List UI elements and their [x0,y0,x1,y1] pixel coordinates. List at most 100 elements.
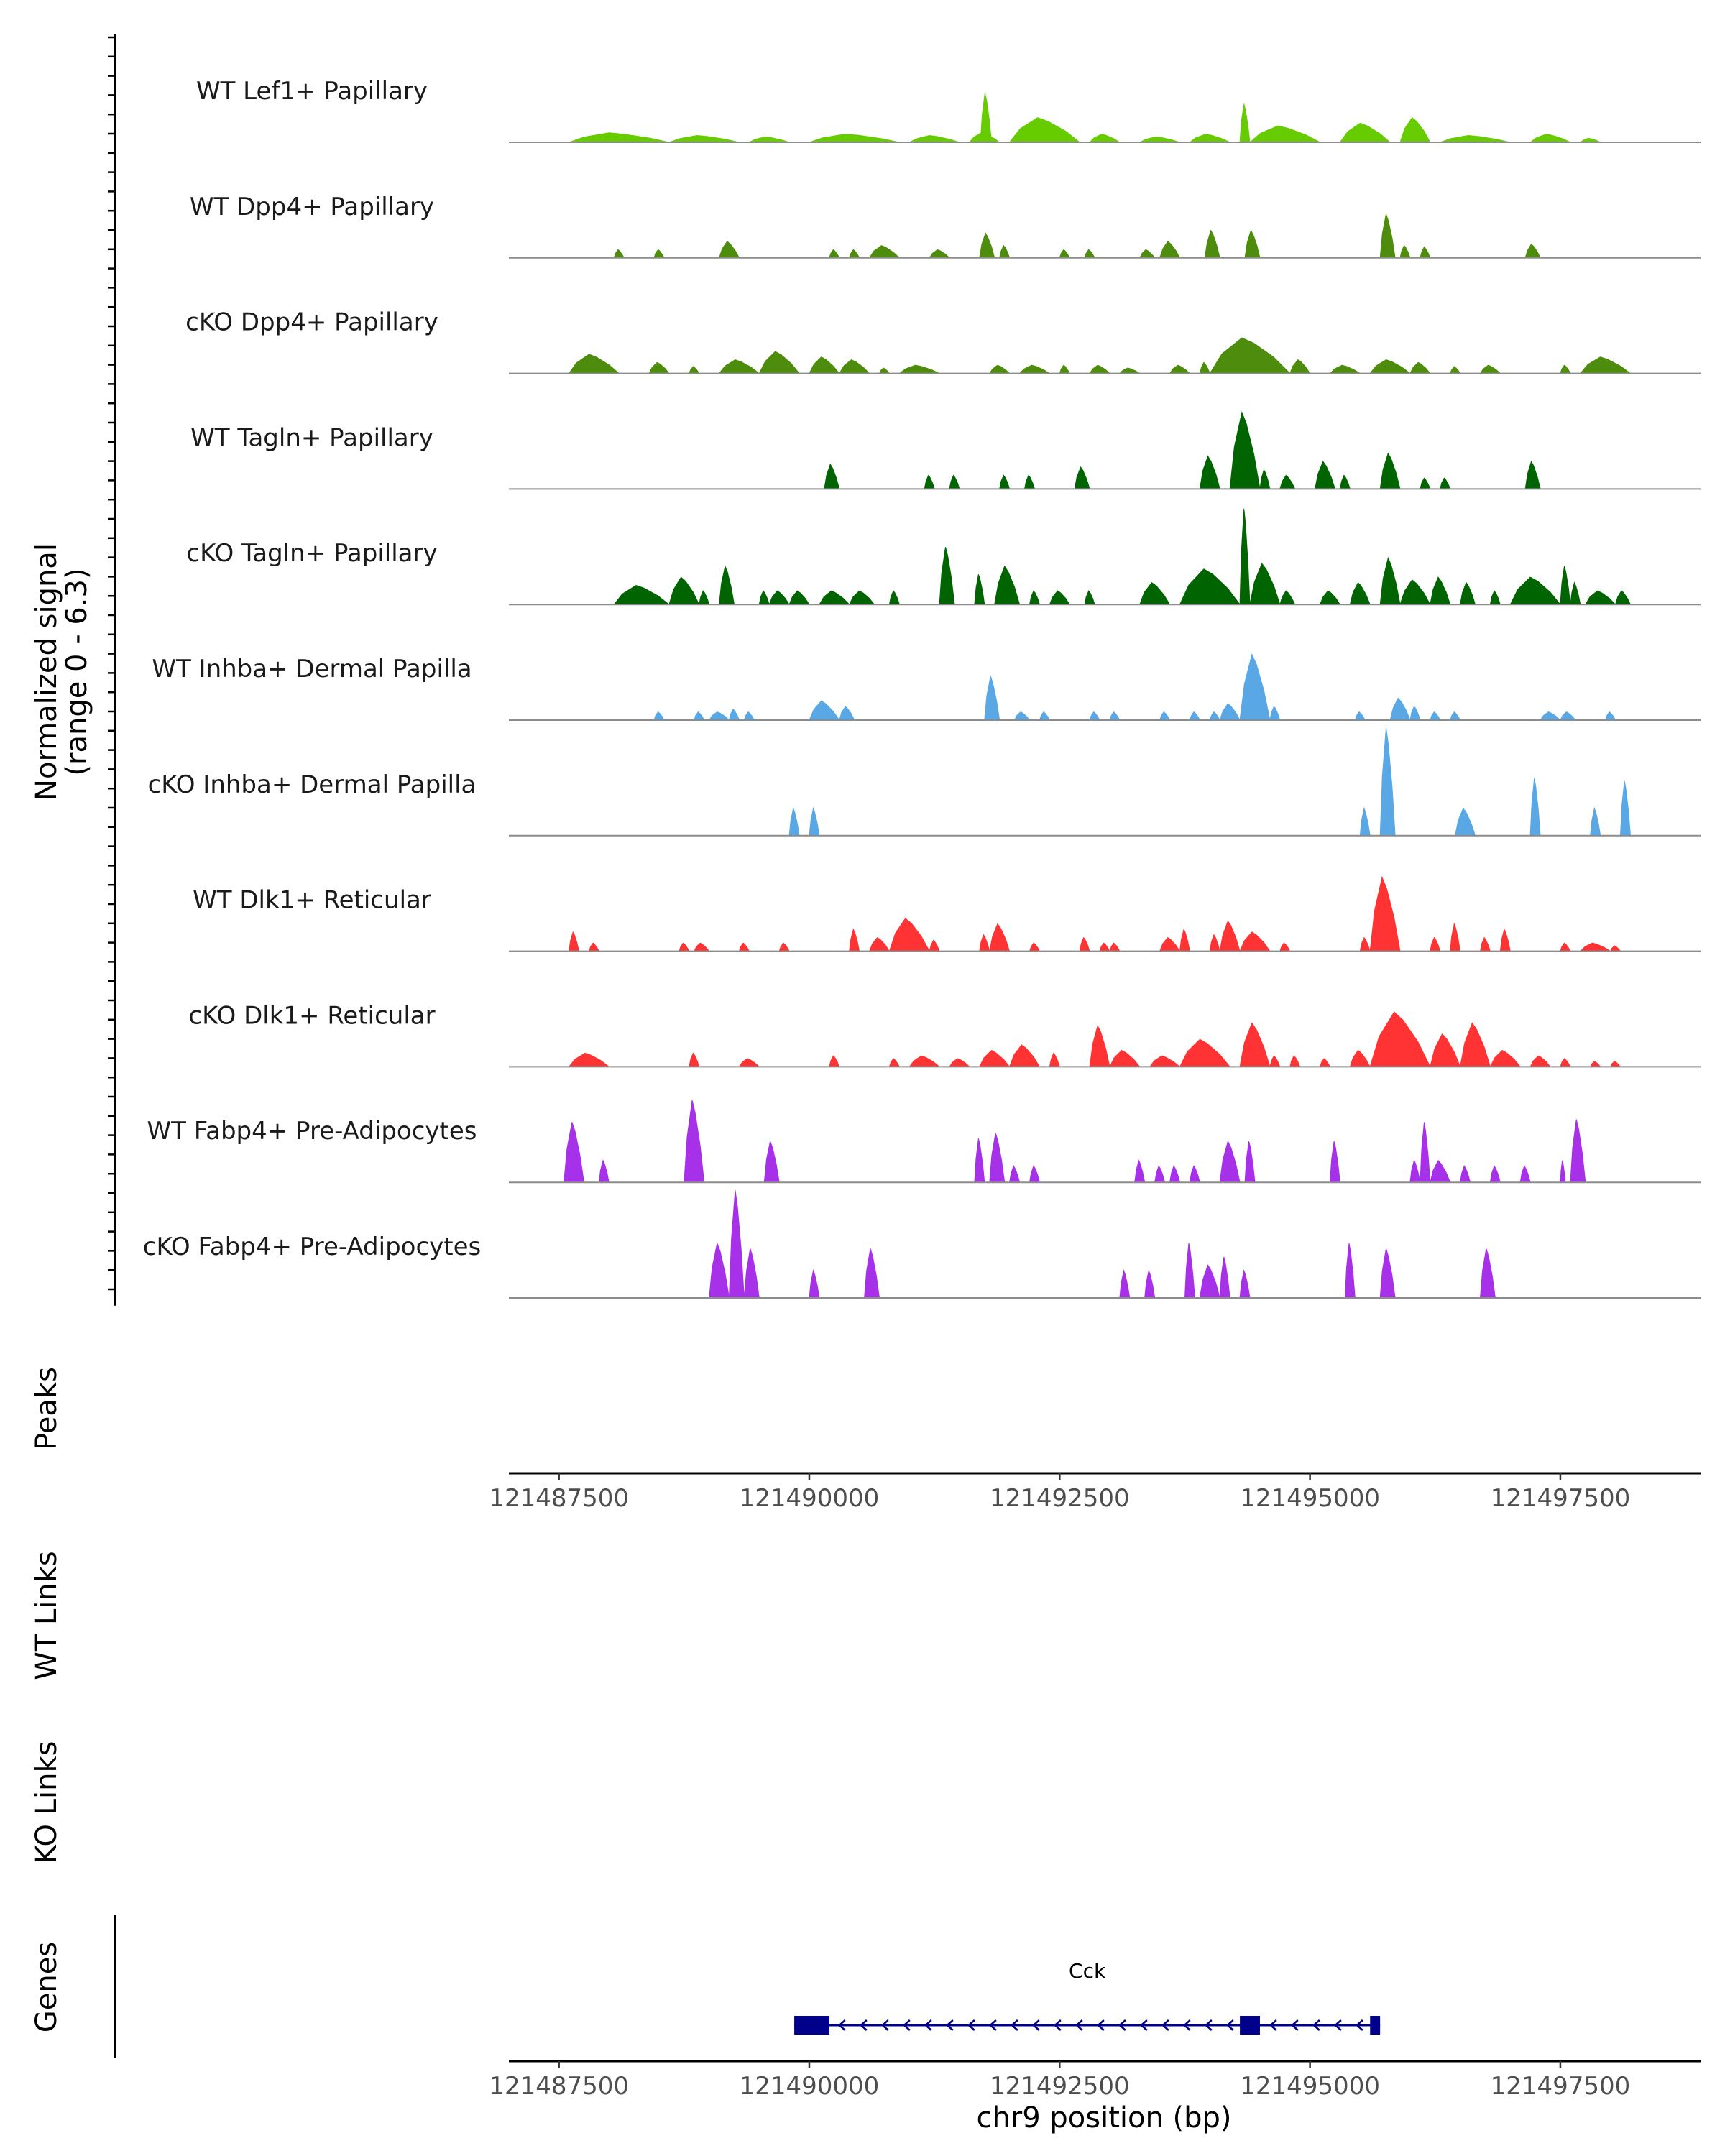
track-1: WT Lef1+ Papillary [196,77,1701,143]
signal-peak [1579,356,1632,374]
signal-peak [1139,582,1171,605]
signal-peak [708,711,730,721]
signal-peak [1379,556,1401,605]
signal-peak [689,1052,700,1067]
track-2: WT Dpp4+ Papillary [190,193,1701,259]
signal-peak [1319,590,1341,605]
signal-peak [848,590,875,605]
signal-peak [1519,1165,1531,1183]
x-tick-label: 121492500 [990,1484,1130,1513]
signal-peak [1379,727,1396,837]
signal-peak [1018,364,1052,374]
x-tick-label: 121495000 [1240,1484,1380,1513]
strand-arrow [967,2019,975,2031]
signal-peak [1409,1159,1421,1183]
x-tick-label: 121492500 [990,2072,1130,2101]
signal-peak [1209,337,1292,374]
signal-peak [1540,711,1562,721]
strand-arrow [1182,2019,1191,2031]
signal-peak [728,1189,745,1299]
signal-peak [1530,778,1541,837]
signal-peak [568,1052,610,1067]
signal-peak [1159,936,1181,952]
strand-arrow [1290,2019,1299,2031]
track-label: WT Fabp4+ Pre-Adipocytes [147,1117,477,1146]
signal-peak [1008,117,1081,143]
wt-links-panel-label: WT Links [30,1551,63,1680]
signal-peak [1099,942,1110,952]
signal-peak [1239,1269,1251,1299]
y-axis-title-line1: Normalized signal [30,543,63,801]
signal-peak [1314,461,1336,489]
signal-peak [1489,1049,1522,1067]
signal-peak [984,675,1000,721]
signal-peak [1259,469,1271,489]
signal-peak [1604,711,1616,721]
signal-peak [1109,942,1121,952]
strand-arrow [1161,2019,1169,2031]
signal-peak [1279,590,1296,605]
gene-exon [794,2016,829,2035]
signal-peak [1479,936,1491,952]
signal-peak [1379,452,1401,489]
signal-peak [1219,1256,1230,1299]
signal-peak [1454,807,1476,837]
signal-peak [1209,934,1220,952]
x-tick-label: 121490000 [740,1484,880,1513]
track-label: cKO Dlk1+ Reticular [188,1001,435,1030]
signal-peak [1619,780,1632,837]
signal-peak [743,711,755,721]
signal-peak [738,1058,760,1067]
signal-peak [864,1248,880,1299]
x-axis-top: 121487500 121490000 121492500 121495000 1214… [489,1472,1701,1513]
signal-peak [1430,1159,1451,1183]
signal-peak [668,134,740,143]
signal-peak [648,361,670,374]
signal-peak [1479,364,1501,374]
signal-peak [1479,1248,1496,1299]
signal-peak [1339,474,1351,489]
strand-arrow [1312,2019,1320,2031]
track-label: cKO Dpp4+ Papillary [185,308,438,337]
signal-peak [1560,711,1576,721]
signal-peak [1319,1058,1331,1067]
signal-peak [1379,1248,1396,1299]
strand-arrow [1096,2019,1105,2031]
signal-peak [1029,590,1041,605]
signal-peak [1049,1052,1060,1067]
signal-peak [1359,806,1371,837]
signal-peak [653,711,665,721]
strand-arrow [880,2019,889,2031]
signal-peak [1399,116,1431,143]
x-tick-label: 121497500 [1491,2072,1631,2101]
signal-peak [1119,1269,1131,1299]
track-label: WT Dpp4+ Papillary [190,193,434,221]
signal-peak [1049,590,1071,605]
signal-peak [1329,364,1362,374]
signal-peak [1420,1122,1431,1183]
strand-arrow [837,2019,846,2031]
signal-peak [1584,590,1616,605]
signal-peak [1459,1022,1491,1067]
signal-peak [1059,364,1071,374]
signal-peak [1248,125,1320,143]
strand-arrow [945,2019,954,2031]
signal-peak [1609,945,1622,952]
signal-peak [758,351,801,374]
signal-peak [838,359,870,374]
track-label: cKO Inhba+ Dermal Papilla [148,770,477,799]
signal-peak [979,232,995,259]
signal-peak [888,1058,901,1067]
signal-peak [939,547,955,605]
signal-peak [1359,936,1371,952]
signal-peak [824,463,840,489]
signal-tracks: WT Lef1+ Papillary WT Dpp4+ Papillary cKO … [143,77,1701,1299]
signal-peak [738,942,750,952]
signal-peak [1349,581,1371,605]
strand-arrow [859,2019,868,2031]
signal-peak [1109,711,1121,721]
signal-peak [1239,508,1251,605]
signal-peak [1590,806,1601,837]
signal-peak [1509,576,1561,605]
